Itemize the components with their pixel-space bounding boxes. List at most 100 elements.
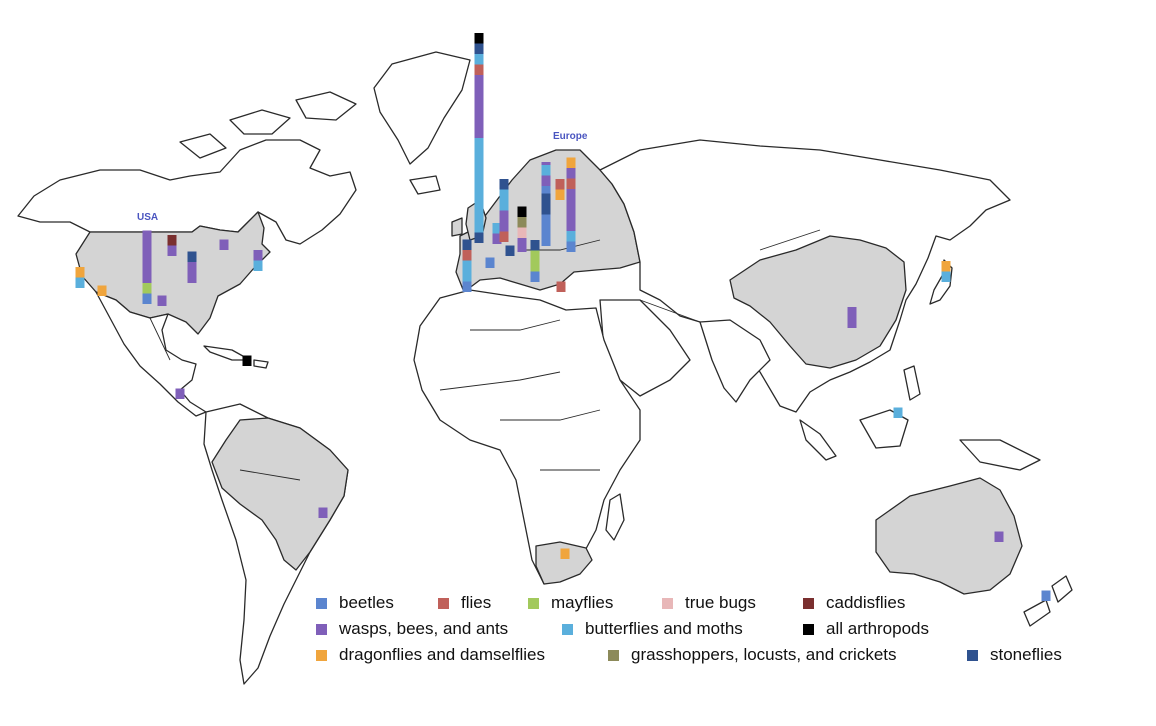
bar-segment-stoneflies <box>474 43 484 54</box>
bar-segment-dragonflies <box>560 548 570 559</box>
bar-segment-flies <box>499 231 509 242</box>
cuba <box>203 345 251 361</box>
bar-segment-stoneflies <box>474 232 484 243</box>
australia <box>875 477 1023 595</box>
legend-label: butterflies and moths <box>585 619 743 638</box>
ireland <box>451 217 463 237</box>
bar-segment-grasshoppers <box>517 217 527 228</box>
bar-segment-flies <box>566 178 576 189</box>
arctic-island-1 <box>229 109 291 135</box>
sumatra <box>799 419 837 461</box>
bar-segment-butterflies <box>941 271 951 282</box>
bar-segment-all-arthropods <box>242 355 252 366</box>
bar-segment-flies <box>462 250 472 261</box>
bar-segment-all-arthropods <box>474 33 484 44</box>
new-zealand <box>1051 575 1073 603</box>
legend-swatch <box>316 649 327 661</box>
legend-label: wasps, bees, and ants <box>339 619 509 638</box>
legend-item-all-arthropods: all arthropods <box>803 618 929 640</box>
usa-label: USA <box>137 212 159 223</box>
bar-segment-stoneflies <box>187 251 197 262</box>
legend-item-beetles: beetles <box>316 592 394 614</box>
new-guinea <box>959 439 1041 471</box>
bar-segment-butterflies <box>566 231 576 242</box>
bar-segment-wasps <box>847 307 857 328</box>
bar-segment-wasps <box>142 230 152 283</box>
philippines <box>903 365 921 401</box>
bar-segment-wasps <box>474 75 484 138</box>
bar-segment-butterflies <box>541 165 551 176</box>
legend-item-stoneflies: stoneflies <box>967 644 1062 666</box>
bar-segment-butterflies <box>474 54 484 65</box>
legend-swatch <box>967 649 978 661</box>
legend-item-butterflies: butterflies and moths <box>562 618 743 640</box>
bar-segment-beetles <box>485 257 495 268</box>
bar-segment-beetles <box>462 281 472 292</box>
bar-segment-butterflies <box>474 138 484 233</box>
bar-segment-wasps <box>157 295 167 306</box>
bar-segment-wasps <box>219 239 229 250</box>
bar-segment-beetles <box>566 241 576 252</box>
north-america-north <box>17 139 357 245</box>
legend-item-mayflies: mayflies <box>528 592 613 614</box>
legend-label: true bugs <box>685 593 756 612</box>
bar-segment-butterflies <box>893 407 903 418</box>
bar-segment-dragonflies <box>941 261 951 272</box>
bar-segment-wasps <box>566 189 576 231</box>
legend-item-true-bugs: true bugs <box>662 592 756 614</box>
legend-item-flies: flies <box>438 592 491 614</box>
legend-swatch <box>608 649 619 661</box>
arctic-island-2 <box>295 91 357 121</box>
legend-swatch <box>662 597 673 609</box>
legend-label: mayflies <box>551 593 614 612</box>
south-africa <box>535 541 593 585</box>
bar-segment-wasps <box>499 210 509 232</box>
india <box>699 319 771 403</box>
bar-segment-flies <box>474 64 484 75</box>
bar-segment-true-bugs <box>517 227 527 238</box>
bar-segment-butterflies <box>253 260 263 271</box>
legend-item-caddisflies: caddisflies <box>803 592 905 614</box>
legend-label: grasshoppers, locusts, and crickets <box>631 645 897 664</box>
bar-segment-wasps <box>253 250 263 261</box>
madagascar <box>605 493 625 541</box>
bar-segment-wasps <box>566 168 576 179</box>
legend-swatch <box>803 597 814 609</box>
bar-segment-beetles <box>1041 590 1051 601</box>
bar-segment-wasps <box>541 175 551 186</box>
bar-segment-wasps <box>492 233 502 244</box>
bar-segment-dragonflies <box>555 189 565 200</box>
legend-item-wasps: wasps, bees, and ants <box>316 618 508 640</box>
greenland <box>373 51 471 165</box>
bar-segment-beetles <box>142 293 152 304</box>
hispaniola <box>253 359 269 369</box>
bar-segment-dragonflies <box>97 285 107 296</box>
bar-segment-flies <box>555 179 565 190</box>
legend-swatch <box>316 623 327 635</box>
legend-label: flies <box>461 593 492 612</box>
legend-label: stoneflies <box>990 645 1062 664</box>
africa <box>413 289 641 585</box>
bar-segment-wasps <box>994 531 1004 542</box>
legend-swatch <box>562 623 573 635</box>
bar-segment-dragonflies <box>566 157 576 168</box>
bar-segment-flies <box>556 281 566 292</box>
legend-label: beetles <box>339 593 394 612</box>
bar-segment-wasps <box>167 245 177 256</box>
bar-segment-beetles <box>530 271 540 282</box>
arctic-island-3 <box>179 133 227 159</box>
bar-segment-mayflies <box>530 250 540 272</box>
bar-segment-stoneflies <box>530 240 540 251</box>
bar-segment-caddisflies <box>167 235 177 246</box>
bar-segment-beetles <box>541 183 551 194</box>
bar-segment-wasps <box>517 231 527 252</box>
bar-segment-butterflies <box>492 223 502 234</box>
legend-swatch <box>803 623 814 635</box>
legend-item-dragonflies: dragonflies and damselflies <box>316 644 545 666</box>
bar-segment-stoneflies <box>505 245 515 256</box>
new-zealand-south <box>1023 599 1051 627</box>
legend-item-grasshoppers: grasshoppers, locusts, and crickets <box>608 644 897 666</box>
bar-segment-stoneflies <box>462 239 472 250</box>
legend-swatch <box>438 597 449 609</box>
bar-segment-wasps <box>175 388 185 399</box>
